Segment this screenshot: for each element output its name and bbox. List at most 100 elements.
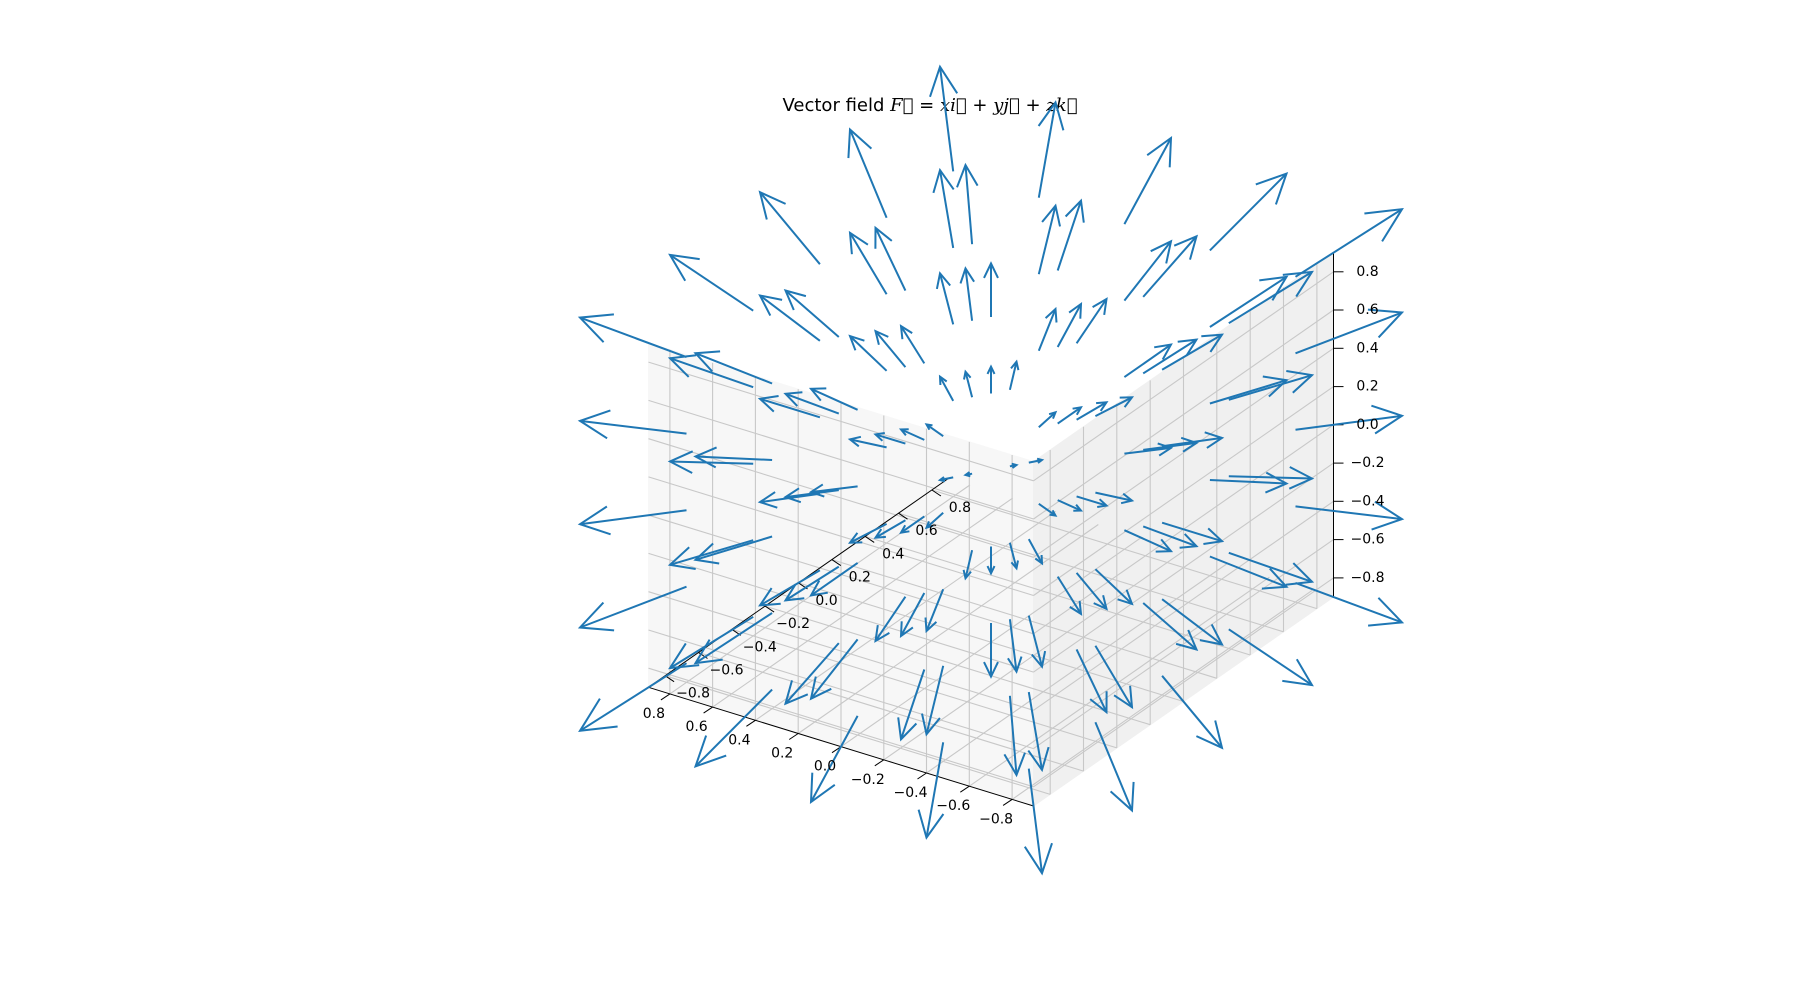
arrow-head bbox=[1036, 457, 1045, 464]
arrow-head bbox=[758, 190, 787, 220]
arrow-head bbox=[1048, 410, 1058, 419]
arrow-shaft bbox=[925, 665, 945, 735]
arrow-head bbox=[667, 546, 696, 570]
vector-arrow bbox=[983, 261, 999, 317]
arrow-shaft bbox=[784, 289, 840, 338]
arrow-shaft bbox=[1095, 491, 1133, 502]
arrow-shaft bbox=[1161, 598, 1223, 646]
vector-arrow bbox=[874, 596, 907, 643]
arrow-shaft bbox=[694, 688, 773, 768]
arrow-shaft bbox=[925, 742, 945, 838]
vector-arrow bbox=[1028, 457, 1045, 464]
arrow-head bbox=[808, 387, 827, 402]
arrow-head bbox=[1367, 308, 1405, 339]
arrow-shaft bbox=[1295, 505, 1403, 521]
arrow-shaft bbox=[1123, 137, 1172, 225]
arrow-shaft bbox=[900, 592, 926, 637]
arrow-head bbox=[963, 471, 971, 478]
arrow-head bbox=[783, 391, 803, 407]
arrow-head bbox=[577, 313, 614, 343]
arrow-shaft bbox=[964, 268, 974, 321]
vector-arrow bbox=[937, 476, 954, 483]
x-tick-label: 0.0 bbox=[814, 759, 836, 775]
y-tick-label: 0.6 bbox=[915, 523, 937, 539]
arrow-head bbox=[1155, 538, 1174, 553]
vector-arrow bbox=[847, 127, 888, 219]
vector-arrow bbox=[1295, 308, 1405, 355]
vector-arrow bbox=[986, 364, 996, 394]
arrow-shaft bbox=[1094, 568, 1133, 605]
arrow-head bbox=[1150, 239, 1173, 264]
arrow-head bbox=[847, 435, 862, 448]
vector-arrow bbox=[1161, 333, 1224, 371]
vector-arrow bbox=[924, 588, 945, 634]
arrow-head bbox=[758, 587, 781, 607]
arrow-head bbox=[956, 162, 979, 188]
arrow-head bbox=[809, 676, 832, 701]
vector-arrow bbox=[1037, 306, 1058, 352]
z-tick-label: −0.2 bbox=[1351, 455, 1385, 471]
arrow-shaft bbox=[1057, 499, 1082, 512]
y-tick-mark bbox=[898, 512, 908, 520]
arrow-shaft bbox=[1295, 311, 1403, 355]
arrow-head bbox=[929, 64, 959, 98]
vector-arrow bbox=[962, 549, 974, 581]
arrow-head bbox=[1179, 533, 1199, 549]
arrow-shaft bbox=[810, 387, 859, 411]
vector-arrow bbox=[963, 471, 973, 478]
vector-arrow bbox=[758, 294, 821, 342]
vector-arrow bbox=[577, 313, 687, 359]
arrow-head bbox=[963, 369, 972, 380]
vector-arrow bbox=[1123, 239, 1173, 302]
arrow-head bbox=[809, 772, 836, 805]
arrow-head bbox=[874, 225, 893, 249]
y-tick-mark bbox=[831, 559, 842, 567]
vector-arrow bbox=[809, 562, 859, 597]
arrow-head bbox=[758, 294, 783, 317]
arrow-head bbox=[1282, 658, 1314, 687]
arrow-head bbox=[1031, 650, 1047, 669]
vector-arrow bbox=[757, 491, 821, 509]
arrow-shaft bbox=[964, 371, 974, 398]
arrow-head bbox=[1119, 396, 1135, 408]
arrow-head bbox=[959, 266, 975, 284]
arrow-shaft bbox=[1123, 240, 1172, 302]
vector-arrow bbox=[874, 225, 907, 292]
vector-arrow bbox=[847, 435, 887, 449]
arrow-shaft bbox=[784, 565, 840, 602]
vector-arrow bbox=[783, 565, 840, 602]
arrow-shaft bbox=[874, 227, 907, 292]
arrow-shaft bbox=[1142, 602, 1198, 651]
arrow-shaft bbox=[695, 455, 773, 461]
arrow-shaft bbox=[1027, 691, 1043, 771]
arrow-head bbox=[1146, 135, 1173, 168]
vector-arrow bbox=[898, 428, 925, 441]
arrow-head bbox=[1364, 207, 1404, 242]
arrow-shaft bbox=[849, 335, 888, 372]
arrow-shaft bbox=[900, 515, 925, 534]
arrow-shaft bbox=[925, 423, 944, 438]
arrow-shaft bbox=[1027, 538, 1043, 564]
vector-arrow bbox=[1161, 675, 1224, 750]
arrow-head bbox=[898, 428, 909, 436]
vector-arrow bbox=[986, 546, 996, 576]
vector-arrow bbox=[1142, 602, 1199, 652]
arrow-head bbox=[899, 621, 914, 639]
arrow-shaft bbox=[925, 511, 944, 529]
vector-arrow bbox=[783, 391, 840, 415]
arrow-head bbox=[693, 446, 717, 469]
arrow-shaft bbox=[900, 325, 926, 364]
arrow-head bbox=[693, 350, 721, 373]
arrow-shaft bbox=[1209, 379, 1287, 405]
arrow-shaft bbox=[579, 419, 687, 435]
vector-arrow bbox=[1038, 502, 1058, 517]
vector-arrow bbox=[808, 387, 859, 411]
z-tick-label: 0.0 bbox=[1356, 417, 1378, 433]
vector-arrow bbox=[1056, 301, 1083, 348]
arrow-head bbox=[757, 395, 779, 413]
arrow-shaft bbox=[695, 352, 773, 385]
vector-arrow bbox=[693, 535, 773, 565]
vector-arrow bbox=[1094, 396, 1135, 417]
arrow-head bbox=[1371, 404, 1405, 435]
arrow-head bbox=[962, 569, 972, 581]
